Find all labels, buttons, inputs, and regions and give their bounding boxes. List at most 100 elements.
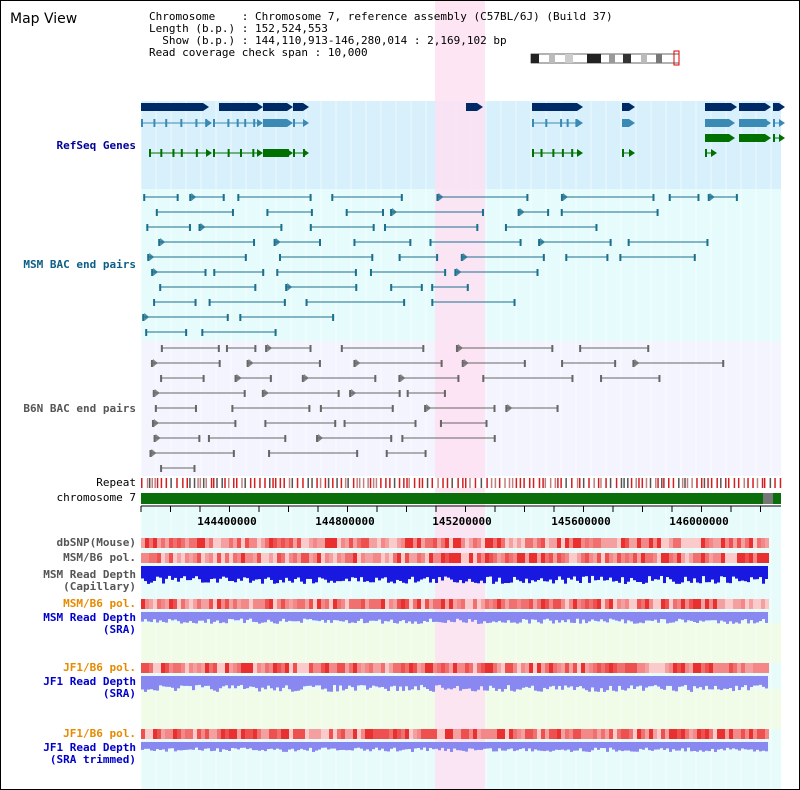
jf1-depth-sra-bar xyxy=(339,676,342,686)
dbsnp-band xyxy=(213,538,217,548)
jf1-b6-pol2-band xyxy=(669,729,673,739)
msm-depth-cap-bar xyxy=(735,566,738,579)
jf1-depth-sra-bar xyxy=(318,676,321,686)
msm-bac-end xyxy=(504,224,507,231)
track-label-refseq[interactable]: RefSeq Genes xyxy=(56,139,136,152)
refseq-gene-exon xyxy=(755,119,758,127)
jf1-depth-sra-bar xyxy=(372,676,375,686)
highlight-region[interactable] xyxy=(435,1,485,789)
msm-depth-sra-bar xyxy=(201,612,204,621)
msm-b6-pol2-band xyxy=(633,599,637,609)
msm-depth-cap-bar xyxy=(378,566,381,581)
dbsnp-band xyxy=(485,538,489,548)
msm-depth-sra-bar xyxy=(222,612,225,623)
jf1-depth-trim-bar xyxy=(726,742,729,748)
chromosome-bar[interactable] xyxy=(141,493,781,504)
repeat-mark xyxy=(148,478,151,488)
jf1-b6-pol2-band xyxy=(389,729,393,739)
repeat-mark xyxy=(288,478,291,488)
msm-bac-end xyxy=(142,314,145,321)
jf1-b6-pol2-band xyxy=(285,729,289,739)
jf1-depth-sra-bar xyxy=(510,676,513,691)
msm-depth-cap-bar xyxy=(597,566,600,580)
jf1-b6-pol2-band xyxy=(361,729,365,739)
jf1-depth-trim-bar xyxy=(705,742,708,751)
b6n-bac-features[interactable] xyxy=(149,344,725,472)
jf1-depth-trim-bar xyxy=(360,742,363,749)
msm-bac-arrow xyxy=(153,268,159,276)
repeat-mark xyxy=(620,478,623,488)
b6n-bac-end xyxy=(353,360,356,367)
track-label-msm-b6-pol[interactable]: MSM/B6 pol. xyxy=(63,551,136,564)
jf1-depth-trim-bar xyxy=(609,742,612,748)
jf1-b6-pol-band xyxy=(477,663,481,673)
track-label-msm-depth-sra[interactable]: MSM Read Depth (SRA) xyxy=(1,612,136,636)
jf1-depth-trim-bar xyxy=(393,742,396,748)
track-label-jf1-b6-pol2[interactable]: JF1/B6 pol. xyxy=(63,727,136,740)
jf1-b6-pol2-band xyxy=(237,729,241,739)
msm-b6-pol2-band xyxy=(177,599,181,609)
track-label-chromosome[interactable]: chromosome 7 xyxy=(56,491,136,504)
jf1-b6-pol2-band xyxy=(165,729,169,739)
msm-depth-cap-bar xyxy=(588,566,591,583)
jf1-depth-sra-bar xyxy=(744,676,747,686)
msm-depth-cap-bar xyxy=(546,566,549,582)
msm-depth-sra-bar xyxy=(402,612,405,621)
track-label-msm-depth-cap[interactable]: MSM Read Depth (Capillary) xyxy=(1,569,136,593)
repeat-mark xyxy=(426,478,429,488)
msm-b6-pol-band xyxy=(625,553,629,563)
dbsnp-band xyxy=(205,538,209,548)
track-label-jf1-b6-pol[interactable]: JF1/B6 pol. xyxy=(63,661,136,674)
msm-b6-pol2-band xyxy=(577,599,581,609)
jf1-depth-sra-bar xyxy=(390,676,393,687)
track-label-msm-bac[interactable]: MSM BAC end pairs xyxy=(23,258,136,271)
b6n-bac-end xyxy=(439,420,442,427)
msm-depth-sra-bar xyxy=(726,612,729,624)
msm-bac-end xyxy=(398,254,401,261)
dbsnp-band xyxy=(337,538,341,548)
msm-b6-pol2-band xyxy=(369,599,373,609)
jf1-b6-pol2-band xyxy=(505,729,509,739)
chromosome-ideogram[interactable] xyxy=(530,50,680,66)
msm-b6-pol2-band xyxy=(149,599,153,609)
msm-depth-sra-bar xyxy=(429,612,432,619)
track-label-repeat[interactable]: Repeat xyxy=(96,476,136,489)
repeat-mark xyxy=(202,478,205,488)
track-label-jf1-depth-trim[interactable]: JF1 Read Depth (SRA trimmed) xyxy=(1,742,136,766)
track-label-b6n-bac[interactable]: B6N BAC end pairs xyxy=(23,402,136,415)
msm-depth-cap-bar xyxy=(489,566,492,577)
track-label-jf1-depth-sra[interactable]: JF1 Read Depth (SRA) xyxy=(1,676,136,700)
msm-b6-pol2-band xyxy=(573,599,577,609)
jf1-depth-trim-bar xyxy=(303,742,306,750)
b6n-bac-end xyxy=(457,375,460,382)
jf1-depth-trim-bar xyxy=(366,742,369,750)
dbsnp-band xyxy=(453,538,457,548)
dbsnp-band xyxy=(569,538,573,548)
msm-bac-end xyxy=(431,284,434,291)
repeat-track[interactable] xyxy=(141,478,782,488)
refseq-genes-features[interactable] xyxy=(141,103,785,157)
jf1-depth-trim-bar xyxy=(279,742,282,750)
jf1-depth-sra-bar xyxy=(519,676,522,690)
refseq-gene-arrow xyxy=(206,149,212,157)
jf1-depth-sra-bar xyxy=(594,676,597,692)
msm-b6-pol2-band xyxy=(541,599,545,609)
msm-depth-sra-bar xyxy=(384,612,387,622)
jf1-b6-pol-band xyxy=(581,663,585,673)
track-label-msm-b6-pol2[interactable]: MSM/B6 pol. xyxy=(63,597,136,610)
msm-depth-sra-bar xyxy=(255,612,258,623)
msm-depth-cap-bar xyxy=(732,566,735,577)
msm-bac-features[interactable] xyxy=(142,193,738,336)
refseq-gene-exon xyxy=(474,103,477,111)
msm-depth-sra-bar xyxy=(228,612,231,619)
jf1-depth-trim-bar xyxy=(675,742,678,751)
jf1-b6-pol2-band xyxy=(525,729,529,739)
jf1-depth-trim-bar xyxy=(153,742,156,752)
msm-bac-arrow xyxy=(392,208,398,216)
msm-depth-cap-bar xyxy=(582,566,585,577)
jf1-b6-pol-band xyxy=(385,663,389,673)
msm-bac-end xyxy=(147,254,150,261)
msm-depth-cap-bar xyxy=(561,566,564,580)
track-label-dbsnp[interactable]: dbSNP(Mouse) xyxy=(56,536,136,549)
